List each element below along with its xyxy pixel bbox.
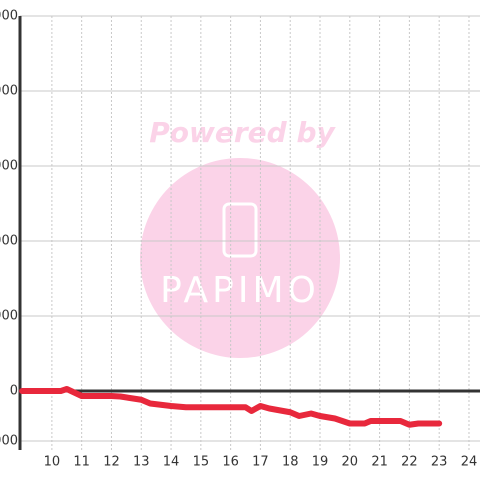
- watermark-circle: [140, 158, 340, 358]
- y-tick-label: 150,000: [0, 9, 18, 24]
- x-tick-label: 17: [252, 455, 269, 470]
- data-line: [19, 386, 443, 428]
- x-tick-label: 14: [163, 455, 180, 470]
- x-tick-label: 11: [73, 455, 90, 470]
- y-tick-label: 0: [10, 384, 18, 399]
- x-tick-label: 19: [312, 455, 329, 470]
- watermark-brand: PAPIMO: [160, 270, 320, 311]
- x-tick-label: 22: [401, 455, 418, 470]
- x-tick-label: 24: [461, 455, 478, 470]
- x-tick-label: 10: [44, 455, 61, 470]
- watermark: Powered by PAPIMO: [140, 116, 340, 358]
- x-tick-label: 21: [371, 455, 388, 470]
- x-tick-label: 16: [222, 455, 239, 470]
- watermark-icon: [222, 202, 258, 258]
- y-tick-label: 60,000: [0, 234, 18, 249]
- y-tick-label: 120,000: [0, 84, 18, 99]
- x-tick-label: 18: [282, 455, 299, 470]
- x-tick-label: 12: [103, 455, 120, 470]
- y-tick-label: -20,000: [0, 434, 18, 449]
- x-tick-label: 13: [133, 455, 150, 470]
- y-tick-label: 90,000: [0, 159, 18, 174]
- y-tick-label: 30,000: [0, 309, 18, 324]
- x-tick-label: 20: [342, 455, 359, 470]
- x-tick-label: 23: [431, 455, 448, 470]
- watermark-title: Powered by: [149, 116, 336, 149]
- x-tick-label: 15: [193, 455, 210, 470]
